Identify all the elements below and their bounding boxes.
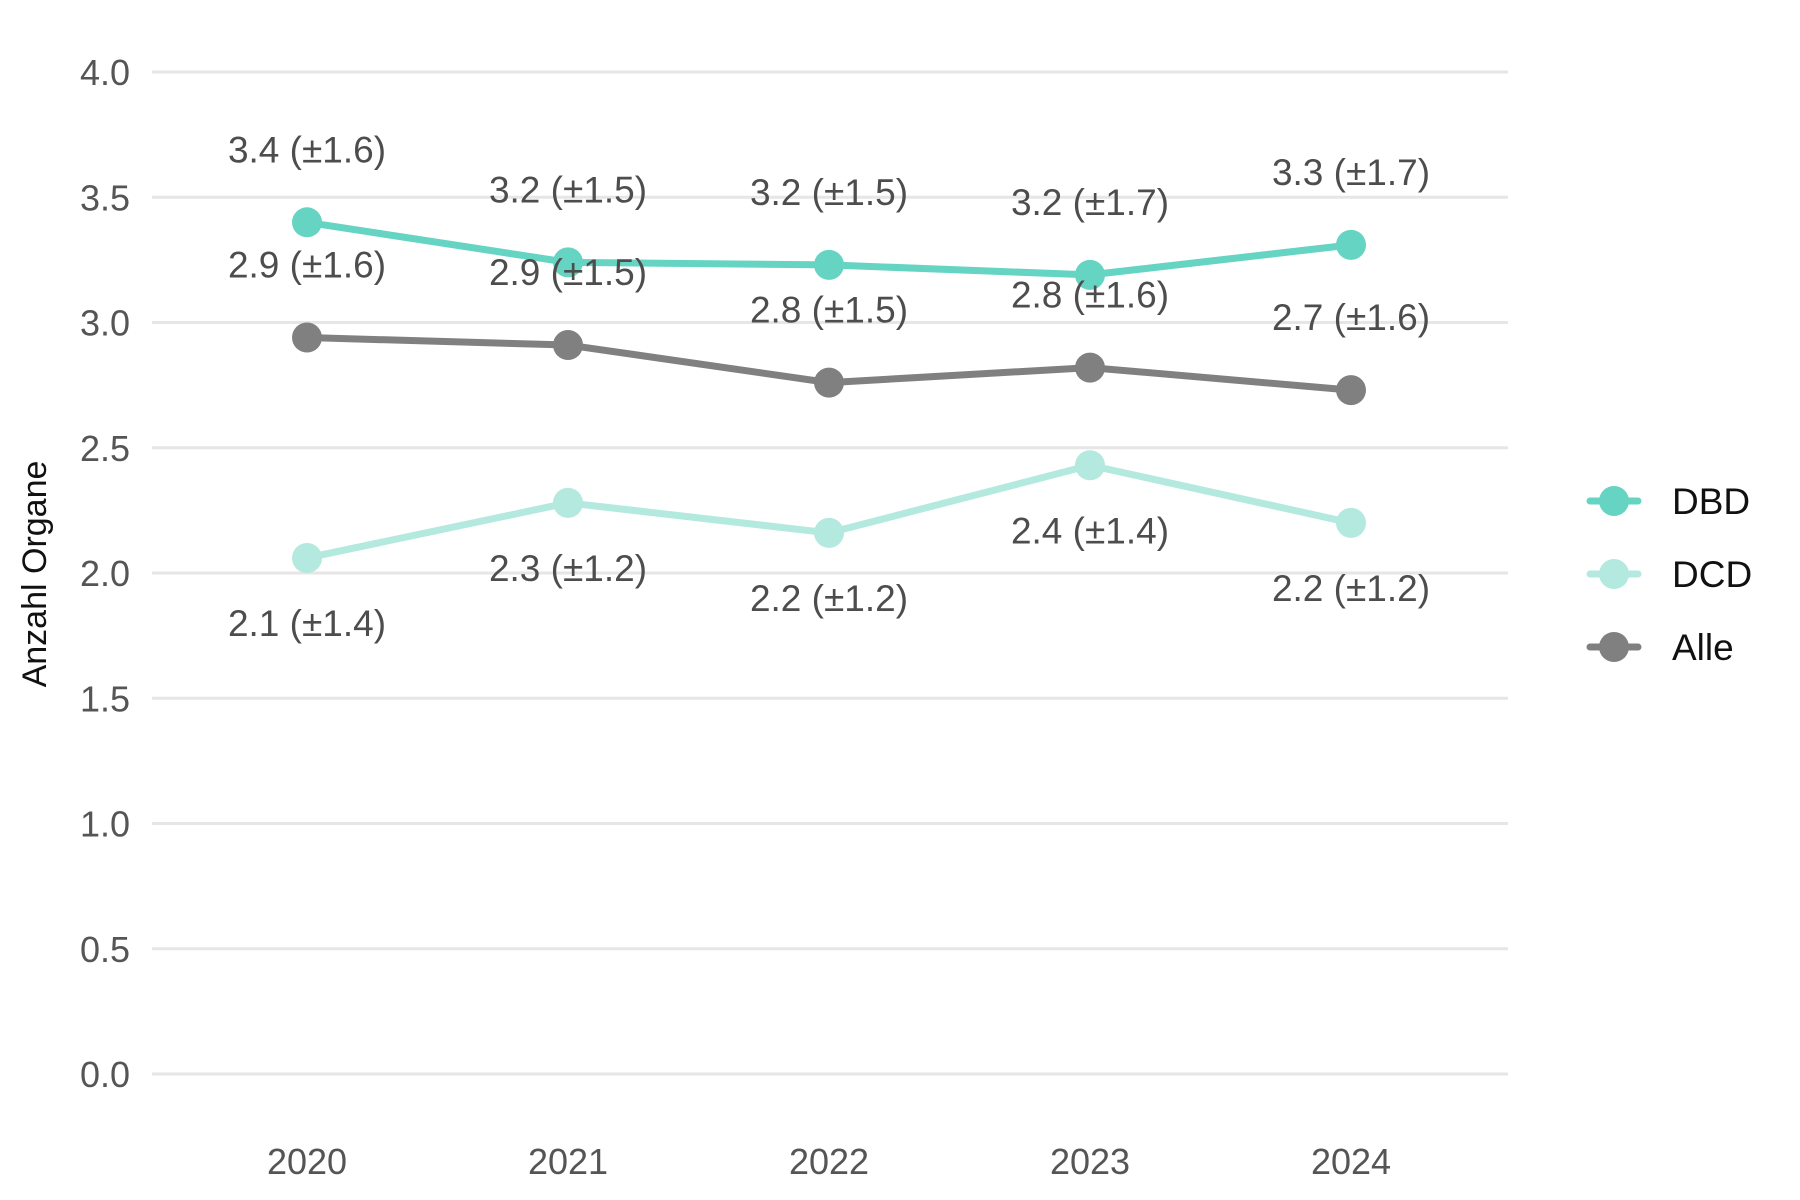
legend: DBD DCD Alle <box>1586 481 1752 668</box>
y-tick-label: 0.5 <box>80 929 130 970</box>
data-point <box>814 367 844 398</box>
data-point <box>292 542 322 573</box>
legend-label: DCD <box>1672 554 1752 595</box>
data-label: 2.3 (±1.2) <box>489 548 647 589</box>
data-label: 3.4 (±1.6) <box>228 129 386 170</box>
data-label: 3.2 (±1.5) <box>489 169 647 210</box>
data-label: 3.3 (±1.7) <box>1272 152 1430 193</box>
y-tick-label: 4.0 <box>80 52 130 93</box>
data-label: 2.1 (±1.4) <box>228 603 386 644</box>
legend-item-alle: Alle <box>1586 627 1734 668</box>
data-label: 2.9 (±1.6) <box>228 245 386 286</box>
gridlines <box>152 70 1508 1076</box>
data-label: 2.8 (±1.6) <box>1011 275 1169 316</box>
x-axis-ticks: 2020 2021 2022 2023 2024 <box>267 1141 1391 1182</box>
x-tick-label: 2021 <box>528 1141 608 1182</box>
legend-item-dcd: DCD <box>1586 554 1752 595</box>
data-point <box>1075 259 1105 290</box>
legend-marker <box>1599 632 1629 662</box>
data-point <box>1336 375 1366 406</box>
x-tick-label: 2023 <box>1050 1141 1130 1182</box>
data-point <box>553 487 583 518</box>
data-point <box>814 249 844 280</box>
legend-item-dbd: DBD <box>1586 481 1750 522</box>
y-tick-label: 1.5 <box>80 678 130 719</box>
data-point <box>1336 229 1366 260</box>
data-labels: 3.4 (±1.6) 3.2 (±1.5) 3.2 (±1.5) 3.2 (±1.7)… <box>228 129 1430 644</box>
series-layer <box>292 207 1366 573</box>
y-axis-ticks: 0.0 0.5 1.0 1.5 2.0 2.5 3.0 3.5 4.0 <box>80 52 130 1095</box>
y-tick-label: 3.5 <box>80 177 130 218</box>
data-point <box>814 517 844 548</box>
y-tick-label: 2.0 <box>80 553 130 594</box>
series-alle <box>292 322 1366 406</box>
data-point <box>1075 352 1105 383</box>
y-tick-label: 0.0 <box>80 1054 130 1095</box>
data-label: 3.2 (±1.5) <box>750 172 908 213</box>
data-label: 2.4 (±1.4) <box>1011 510 1169 551</box>
x-tick-label: 2020 <box>267 1141 347 1182</box>
data-point <box>1075 450 1105 481</box>
legend-marker <box>1599 559 1629 589</box>
x-tick-label: 2024 <box>1311 1141 1391 1182</box>
data-label: 2.9 (±1.5) <box>489 252 647 293</box>
data-point <box>553 330 583 361</box>
data-label: 3.2 (±1.7) <box>1011 182 1169 223</box>
y-tick-label: 1.0 <box>80 804 130 845</box>
series-dcd <box>292 450 1366 573</box>
data-point <box>292 322 322 353</box>
y-tick-label: 2.5 <box>80 428 130 469</box>
data-label: 2.2 (±1.2) <box>1272 568 1430 609</box>
x-tick-label: 2022 <box>789 1141 869 1182</box>
data-label: 2.8 (±1.5) <box>750 290 908 331</box>
data-label: 2.2 (±1.2) <box>750 578 908 619</box>
data-point <box>1336 507 1366 538</box>
data-label: 2.7 (±1.6) <box>1272 297 1430 338</box>
y-axis-title: Anzahl Organe <box>16 461 54 688</box>
legend-label: Alle <box>1672 627 1734 668</box>
series-dbd <box>292 207 1366 290</box>
legend-label: DBD <box>1672 481 1750 522</box>
legend-marker <box>1599 486 1629 516</box>
data-point <box>292 207 322 238</box>
data-point <box>553 247 583 278</box>
y-tick-label: 3.0 <box>80 303 130 344</box>
